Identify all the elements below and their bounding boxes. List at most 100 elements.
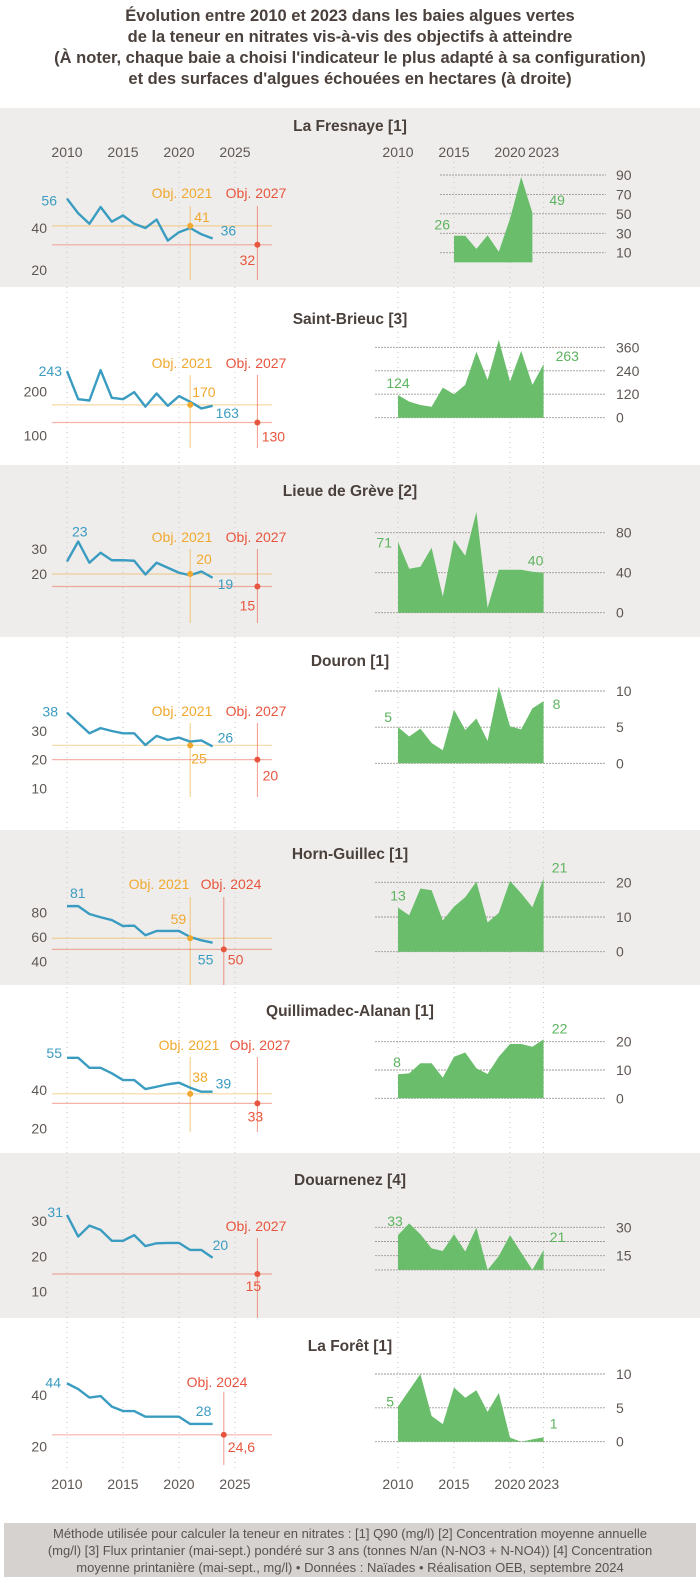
objective-label: Obj. 2021 [152, 703, 213, 719]
footer-notes: Méthode utilisée pour calculer la teneur… [4, 1523, 696, 1577]
algae-start-label: 5 [384, 709, 392, 725]
panel-background [0, 830, 700, 985]
algae-axis-tick-label: 20 [616, 874, 632, 890]
bottom-year-tick-label: 2020 [494, 1476, 525, 1492]
objective-point [187, 935, 194, 942]
nitrate-axis-tick-label: 100 [24, 428, 48, 444]
objective-value-label: 59 [171, 911, 187, 927]
panel-title: La Forêt [1] [308, 1338, 392, 1355]
bay-panel: Horn-Guillec [1] 80 60 40 Obj. 2021 Obj. 2024… [31, 846, 632, 985]
algae-axis-tick-label: 10 [616, 1062, 632, 1078]
bay-panel: La Forêt [1] 40 20 Obj. 2024 24,6 44 28 10 5 0 5 1 [31, 1338, 632, 1465]
panel-title: Lieue de Grève [2] [283, 483, 417, 500]
nitrate-line [67, 1056, 213, 1093]
panel-background [0, 637, 700, 830]
objective-point [187, 1090, 194, 1097]
algae-axis-tick-label: 70 [616, 186, 632, 202]
algae-axis-tick-label: 5 [616, 1400, 624, 1416]
bay-panel: Lieue de Grève [2] 30 20 Obj. 2021 Obj. 2027… [31, 483, 632, 623]
bottom-year-tick-label: 2025 [219, 1476, 250, 1492]
top-year-tick-label: 2010 [51, 144, 82, 160]
objective-value-label: 50 [228, 951, 244, 967]
objective-point [187, 742, 194, 749]
nitrate-axis-tick-label: 30 [31, 541, 47, 557]
nitrate-axis-tick-label: 20 [31, 1248, 47, 1264]
algae-start-label: 71 [376, 535, 392, 551]
algae-end-label: 263 [556, 348, 580, 364]
nitrate-start-label: 23 [72, 524, 88, 540]
nitrate-axis-tick-label: 40 [31, 954, 47, 970]
algae-end-label: 21 [552, 859, 568, 875]
algae-area [398, 339, 544, 418]
objective-point [187, 401, 194, 408]
nitrate-axis-tick-label: 30 [31, 1213, 47, 1229]
nitrate-axis-tick-label: 20 [31, 262, 47, 278]
algae-area [398, 511, 544, 613]
objective-value-label: 32 [240, 252, 256, 268]
nitrate-line [66, 1382, 213, 1426]
panel-background [0, 108, 700, 287]
nitrate-end-label: 19 [218, 576, 234, 592]
objective-label: Obj. 2021 [152, 529, 213, 545]
nitrate-end-label: 163 [216, 405, 240, 421]
panel-title: Douron [1] [311, 653, 389, 670]
nitrate-line [66, 197, 214, 242]
bottom-year-tick-label: 2020 [163, 1476, 194, 1492]
objective-point [220, 1431, 227, 1438]
panel-title: Quillimadec-Alanan [1] [266, 1003, 434, 1020]
algae-axis-tick-label: 30 [616, 1219, 632, 1235]
objective-point [254, 1271, 261, 1278]
nitrate-end-label: 55 [198, 952, 214, 968]
algae-area [398, 878, 544, 952]
algae-axis-tick-label: 360 [616, 339, 640, 355]
top-year-tick-label: 2025 [219, 144, 250, 160]
objective-label: Obj. 2021 [152, 355, 213, 371]
algae-end-label: 40 [528, 553, 544, 569]
objective-value-label: 20 [196, 551, 212, 567]
nitrate-axis-tick-label: 20 [31, 1439, 47, 1455]
objective-value-label: 41 [194, 209, 210, 225]
objective-label: Obj. 2021 [129, 876, 190, 892]
algae-axis-tick-label: 80 [616, 525, 632, 541]
nitrate-end-label: 20 [213, 1237, 229, 1253]
panel-background [0, 1318, 700, 1520]
algae-area [454, 176, 533, 263]
algae-end-label: 49 [549, 192, 565, 208]
objective-point [254, 1100, 261, 1107]
nitrate-axis-tick-label: 60 [31, 929, 47, 945]
algae-area [398, 1374, 544, 1442]
nitrate-end-label: 39 [216, 1076, 232, 1092]
top-year-tick-label: 2010 [382, 144, 413, 160]
objective-label: Obj. 2021 [159, 1037, 220, 1053]
nitrate-axis-tick-label: 20 [31, 752, 47, 768]
panel-title: Saint-Brieuc [3] [293, 311, 408, 328]
title-line: et des surfaces d'algues échouées en hec… [128, 70, 572, 88]
nitrate-axis-tick-label: 10 [31, 1284, 47, 1300]
top-year-tick-label: 2020 [494, 144, 525, 160]
panel-background [0, 287, 700, 465]
footer-line: (mg/l) [3] Flux printanier (mai-sept.) p… [47, 1543, 653, 1558]
nitrate-start-label: 81 [70, 885, 86, 901]
objective-label: Obj. 2027 [226, 529, 287, 545]
algae-axis-tick-label: 30 [616, 225, 632, 241]
algae-end-label: 8 [553, 696, 561, 712]
objective-value-label: 170 [192, 384, 216, 400]
algae-axis-tick-label: 0 [616, 605, 624, 621]
objective-label: Obj. 2027 [230, 1037, 291, 1053]
nitrate-line [65, 368, 213, 410]
algae-area [398, 1039, 544, 1099]
top-year-tick-label: 2023 [528, 144, 559, 160]
bottom-year-tick-label: 2010 [51, 1476, 82, 1492]
algae-axis-tick-label: 50 [616, 206, 632, 222]
algae-axis-tick-label: 120 [616, 386, 640, 402]
panel-title: Douarnenez [4] [294, 1172, 406, 1189]
bay-panel: Quillimadec-Alanan [1] 40 20 Obj. 2021 Obj. … [31, 1003, 631, 1136]
algae-end-label: 1 [550, 1415, 558, 1431]
nitrate-end-label: 36 [221, 223, 237, 239]
top-year-tick-label: 2015 [107, 144, 138, 160]
algae-axis-tick-label: 0 [616, 1090, 624, 1106]
algae-axis-tick-label: 0 [616, 944, 624, 960]
algae-area [398, 1223, 544, 1270]
title-line: de la teneur en nitrates vis-à-vis des o… [127, 28, 573, 46]
